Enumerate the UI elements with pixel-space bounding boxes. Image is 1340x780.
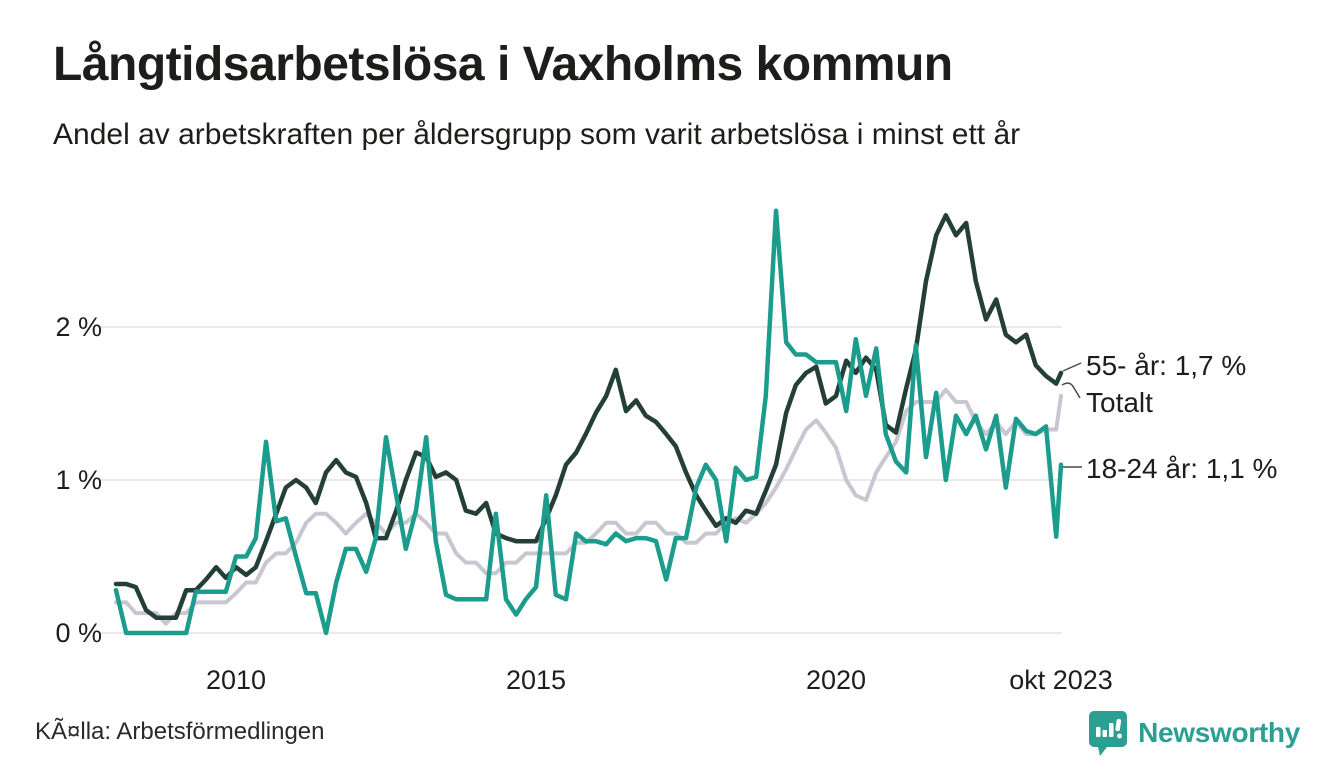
series-end-label-totalt: Totalt: [1086, 387, 1153, 418]
leader-line-totalt: [1061, 382, 1081, 399]
y-axis-tick-0: 0 %: [55, 618, 102, 648]
page-title: Långtidsarbetslösa i Vaxholms kommun: [53, 38, 953, 91]
series-line-18-24-r: [113, 208, 1064, 636]
speech-bubble-bar-chart-icon: [1089, 711, 1128, 756]
y-axis-tick-2: 2 %: [55, 312, 102, 342]
y-axis-tick-1: 1 %: [55, 465, 102, 495]
series-end-label-55: 55- år: 1,7 %: [1086, 350, 1247, 381]
series-end-label-18-24: 18-24 år: 1,1 %: [1086, 453, 1278, 484]
label-leader-lines: [1061, 362, 1082, 468]
newsworthy-wordmark: Newsworthy: [1138, 717, 1300, 748]
source-note: KÃ¤lla: Arbetsförmedlingen: [35, 718, 325, 745]
x-axis-tick-okt2023: okt 2023: [1009, 665, 1113, 695]
series-line-totalt: [114, 387, 1063, 626]
page-subtitle: Andel av arbetskraften per åldersgrupp s…: [53, 118, 1021, 151]
x-axis-tick-2010: 2010: [205, 665, 267, 695]
newsworthy-logo: Newsworthy: [1088, 710, 1300, 756]
series-lines: [113, 208, 1064, 636]
series-line-55-r: [113, 213, 1064, 620]
x-axis-tick-2015: 2015: [505, 665, 567, 695]
x-axis-tick-2020: 2020: [805, 665, 867, 695]
leader-line-55: [1062, 362, 1082, 372]
